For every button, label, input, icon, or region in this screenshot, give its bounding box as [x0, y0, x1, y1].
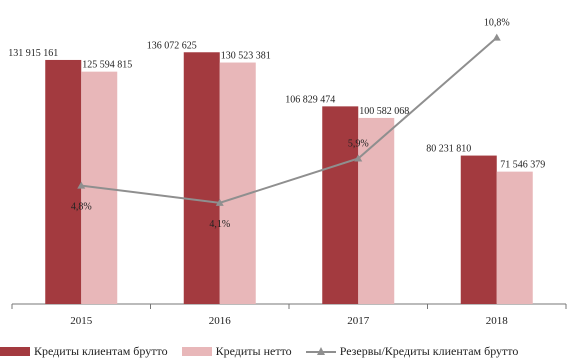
data-label-gross: 80 231 810: [426, 144, 471, 155]
legend-swatch-net: [181, 346, 212, 356]
legend-label-ratio: Резервы/Кредиты клиентам брутто: [339, 343, 519, 358]
data-label-net: 71 546 379: [500, 160, 545, 171]
legend-item-ratio: Резервы/Кредиты клиентам брутто: [305, 343, 519, 359]
data-label-net: 100 582 068: [359, 106, 409, 117]
data-label-gross: 106 829 474: [285, 94, 335, 105]
bar-gross: [45, 59, 82, 304]
legend-label-gross: Кредиты клиентам брутто: [34, 343, 168, 358]
legend-item-gross: Кредиты клиентам брутто: [0, 344, 168, 359]
bar-gross: [183, 52, 220, 305]
data-label-ratio: 4,8%: [71, 202, 92, 213]
line-point: [354, 154, 363, 162]
plot-area: 131 915 161 125 594 815 2015 136 072 625 130…: [8, 18, 567, 327]
data-label-ratio: 10,8%: [484, 18, 510, 29]
data-label-gross: 136 072 625: [147, 40, 197, 51]
line-point: [492, 33, 501, 41]
x-tick-label: 2017: [347, 315, 370, 327]
line-ratio: [81, 36, 498, 204]
x-tick-label: 2015: [70, 315, 93, 327]
data-label-gross: 131 915 161: [8, 48, 58, 59]
x-tick-label: 2016: [209, 315, 232, 327]
legend-swatch-ratio: [305, 346, 336, 356]
bar-net: [358, 117, 395, 304]
bar-net: [496, 171, 533, 304]
data-label-ratio: 4,1%: [209, 219, 230, 230]
data-label-net: 125 594 815: [82, 60, 132, 71]
bar-gross: [322, 106, 359, 304]
legend-item-net: Кредиты нетто: [181, 343, 292, 359]
x-tick-label: 2018: [486, 315, 509, 327]
legend-label-net: Кредиты нетто: [215, 343, 292, 358]
legend: Кредиты клиентам брутто Кредиты нетто Ре…: [0, 340, 576, 362]
line-point: [215, 198, 224, 206]
line-point: [77, 181, 86, 189]
bar-gross: [460, 155, 497, 304]
legend-swatch-gross: [0, 346, 30, 356]
data-label-ratio: 5,9%: [348, 138, 369, 149]
bar-net: [219, 62, 256, 305]
data-label-net: 130 523 381: [221, 51, 271, 62]
